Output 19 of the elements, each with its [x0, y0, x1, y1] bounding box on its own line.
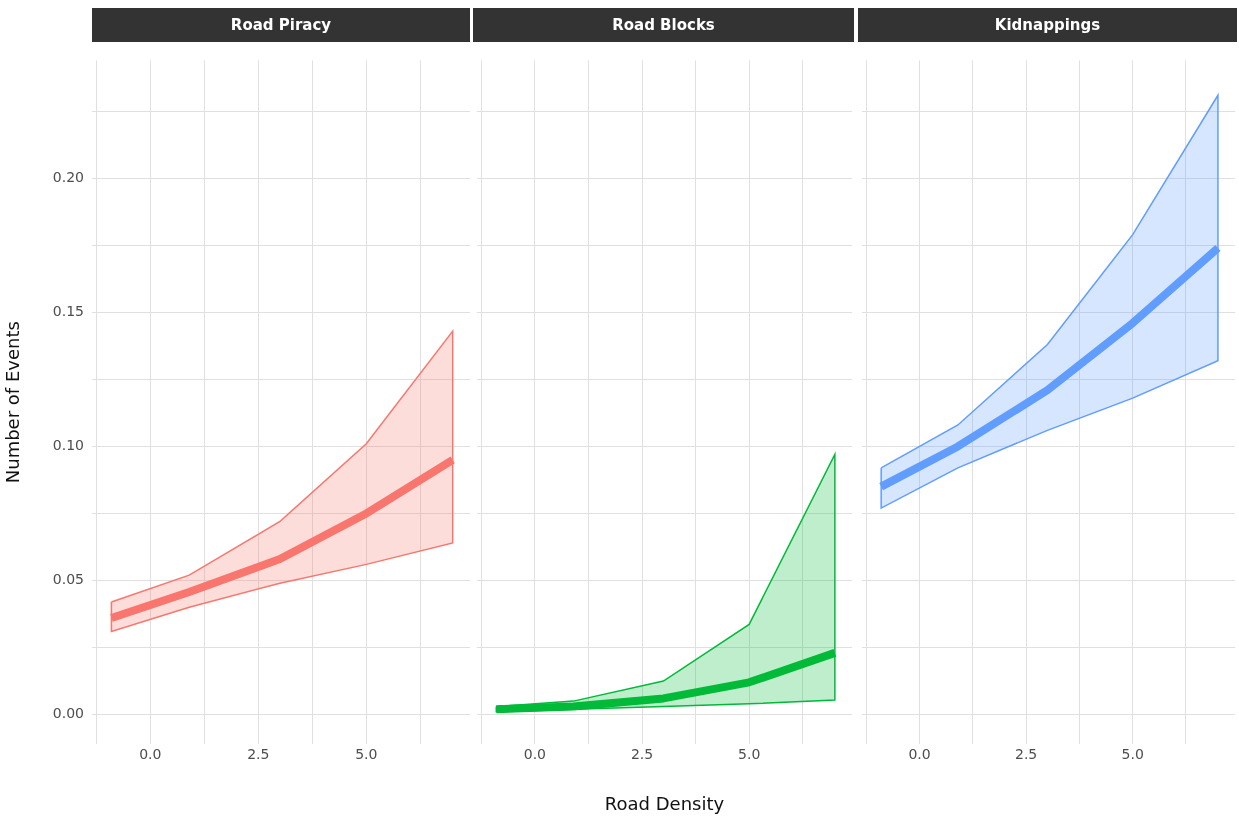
y-axis-title: Number of Events — [2, 321, 24, 484]
x-tick-label: 5.0 — [1121, 746, 1144, 763]
x-tick-label: 5.0 — [355, 746, 378, 763]
x-tick-label: 2.5 — [1014, 746, 1038, 763]
y-tick-label: 0.00 — [52, 705, 84, 722]
y-tick-label: 0.10 — [52, 437, 84, 454]
x-tick-label: 2.5 — [247, 746, 270, 763]
x-axis-title: Road Density — [604, 792, 725, 814]
y-tick-label: 0.05 — [52, 571, 84, 588]
chart-title: Road Piracy — [92, 8, 470, 42]
x-tick-label: 2.5 — [630, 746, 654, 763]
x-tick-label: 0.0 — [139, 746, 162, 763]
x-tick-label: 0.0 — [908, 746, 931, 763]
x-tick-label: 5.0 — [738, 746, 761, 763]
chart-title: Road Blocks — [473, 8, 854, 42]
y-tick-label: 0.20 — [52, 169, 84, 185]
x-tick-label: 0.0 — [523, 746, 546, 763]
y-tick-label: 0.15 — [52, 303, 84, 320]
chart-title: Kidnappings — [858, 8, 1237, 42]
